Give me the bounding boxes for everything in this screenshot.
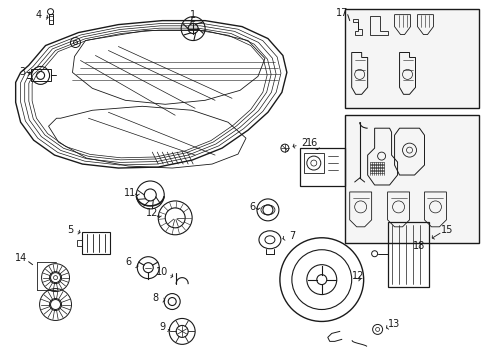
Text: 10: 10 <box>156 267 168 276</box>
Bar <box>77 240 82 246</box>
Text: 15: 15 <box>440 225 453 235</box>
Text: 9: 9 <box>159 323 165 332</box>
Text: 3: 3 <box>20 67 26 77</box>
Text: 11: 11 <box>124 188 136 198</box>
Text: 6: 6 <box>248 202 255 212</box>
Bar <box>344 9 478 108</box>
Text: 16: 16 <box>305 138 317 148</box>
Bar <box>344 115 478 243</box>
Text: 2: 2 <box>301 138 307 148</box>
Bar <box>387 222 428 287</box>
Text: 13: 13 <box>387 319 400 329</box>
Text: 5: 5 <box>67 225 74 235</box>
Text: 14: 14 <box>15 253 27 263</box>
Bar <box>303 153 323 173</box>
Text: 12: 12 <box>351 271 363 281</box>
Bar <box>48 14 52 24</box>
Text: 18: 18 <box>412 241 425 251</box>
Text: 8: 8 <box>152 293 158 302</box>
Bar <box>82 232 110 254</box>
Text: 6: 6 <box>125 257 131 267</box>
Text: 12: 12 <box>146 208 158 218</box>
Text: 17: 17 <box>335 8 347 18</box>
Bar <box>299 148 344 186</box>
Text: 4: 4 <box>36 10 41 20</box>
Bar <box>31 69 50 81</box>
Text: 1: 1 <box>190 10 196 20</box>
Text: 7: 7 <box>288 231 294 241</box>
